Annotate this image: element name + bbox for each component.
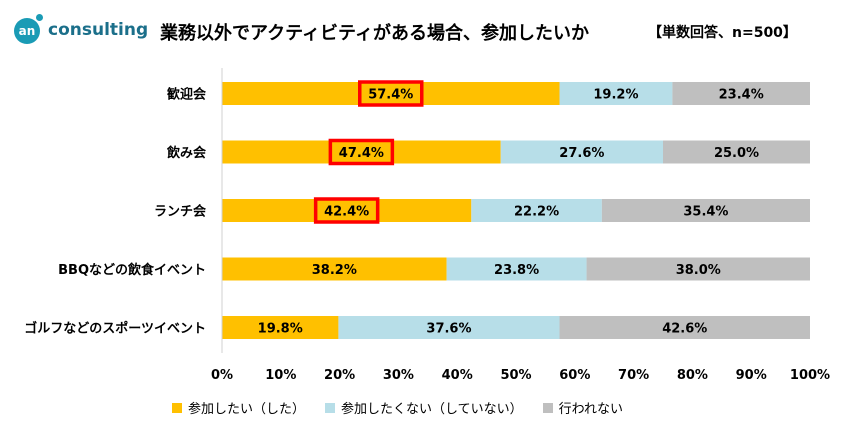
bar-segment-no: [559, 82, 673, 105]
data-label-yes: 42.4%: [324, 205, 369, 220]
bar-segment-none: [586, 257, 810, 281]
legend-label-none: 行われない: [558, 402, 623, 417]
x-tick-label: 0%: [211, 368, 233, 383]
x-tick-label: 40%: [442, 368, 473, 383]
data-label-yes: 38.2%: [312, 263, 357, 278]
logo-dot-icon: [36, 14, 43, 21]
x-tick-label: 90%: [736, 368, 767, 383]
bar-segment-no: [471, 199, 602, 222]
legend-item-none: 行われない: [542, 398, 623, 417]
bar-segment-yes: [222, 257, 447, 281]
highlight-box: [313, 197, 380, 224]
legend-item-no: 参加したくない（していない）: [325, 398, 523, 417]
x-tick-label: 60%: [559, 368, 590, 383]
sample-note: 【単数回答、n=500】: [648, 25, 797, 41]
bar-segment-none: [559, 316, 810, 339]
bar-segment-yes: [222, 82, 560, 105]
data-label-no: 19.2%: [593, 88, 638, 103]
bar-segment-none: [601, 199, 810, 222]
bar-segment-none: [672, 82, 810, 105]
x-tick-label: 100%: [790, 368, 830, 383]
bar-segment-yes: [222, 316, 339, 339]
legend-item-yes: 参加したい（した）: [172, 398, 305, 417]
x-tick-label: 20%: [324, 368, 355, 383]
x-tick-label: 70%: [618, 368, 649, 383]
bar-segment-none: [663, 140, 810, 164]
x-tick-label: 50%: [500, 368, 531, 383]
x-tick-label: 30%: [383, 368, 414, 383]
data-label-no: 22.2%: [514, 205, 559, 220]
bar-segment-no: [338, 316, 560, 339]
category-label: 歓迎会: [167, 87, 207, 103]
chart-title: 業務以外でアクティビティがある場合、参加したいか: [160, 23, 589, 44]
data-label-none: 23.4%: [719, 88, 764, 103]
legend-label-no: 参加したくない（していない）: [341, 402, 523, 417]
bar-segment-yes: [222, 199, 472, 222]
chart-legend: 参加したい（した） 参加したくない（していない） 行われない: [172, 398, 643, 417]
data-label-yes: 19.8%: [258, 322, 303, 337]
legend-label-yes: 参加したい（した）: [188, 402, 306, 417]
legend-swatch-none: [542, 402, 553, 413]
category-label: ランチ会: [154, 204, 207, 220]
bar-segment-no: [446, 257, 587, 281]
bar-segment-no: [500, 140, 663, 164]
category-label: BBQなどの飲食イベント: [58, 262, 206, 278]
legend-swatch-yes: [172, 402, 182, 413]
legend-swatch-no: [325, 402, 336, 413]
logo-mark: an: [14, 18, 40, 44]
x-tick-label: 80%: [677, 368, 708, 383]
data-label-none: 35.4%: [683, 205, 728, 220]
stacked-bar-chart: 歓迎会 57.4% 19.2% 23.4% 飲み会 47.4% 27.6% 25.0% ランチ会…: [24, 68, 830, 383]
data-label-no: 23.8%: [494, 263, 539, 278]
logo-text: consulting: [48, 20, 149, 40]
company-logo: an consulting: [14, 14, 154, 50]
data-label-no: 37.6%: [426, 322, 471, 337]
highlight-box: [358, 80, 424, 107]
data-label-yes: 57.4%: [368, 88, 413, 103]
x-tick-label: 10%: [265, 368, 296, 383]
bar-segment-yes: [222, 140, 501, 164]
data-label-none: 42.6%: [662, 322, 707, 337]
data-label-yes: 47.4%: [339, 146, 384, 161]
category-label: ゴルフなどのスポーツイベント: [24, 321, 206, 337]
data-label-none: 25.0%: [714, 146, 759, 161]
highlight-box: [328, 138, 395, 166]
data-label-none: 38.0%: [676, 263, 721, 278]
category-label: 飲み会: [166, 145, 207, 161]
data-label-no: 27.6%: [559, 146, 604, 161]
